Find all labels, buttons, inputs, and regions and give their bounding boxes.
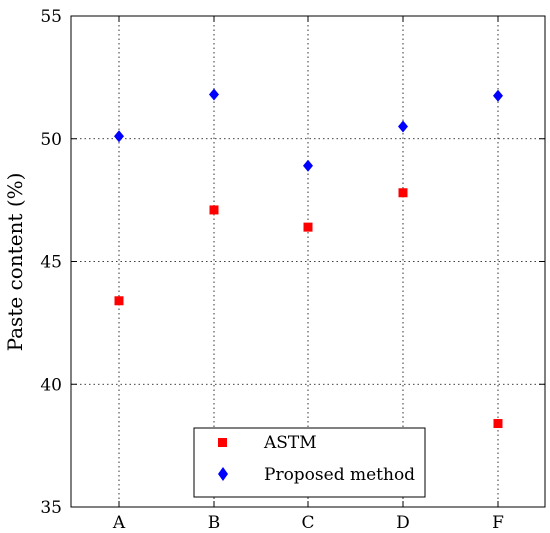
- data-point-proposed-method: [209, 88, 219, 101]
- data-point-proposed-method: [493, 89, 503, 102]
- data-points: [114, 88, 503, 429]
- data-point-proposed-method: [398, 120, 408, 133]
- data-point-astm: [209, 205, 219, 215]
- y-tick-label: 50: [40, 130, 62, 150]
- data-point-astm: [114, 296, 124, 306]
- data-point-astm: [493, 419, 503, 429]
- legend-marker-astm: [218, 438, 227, 447]
- y-tick-label: 40: [40, 375, 62, 395]
- y-tick-labels: 35 40 45 50 55: [40, 7, 62, 518]
- x-tick-label: D: [396, 513, 410, 533]
- plot-area-frame: [70, 15, 546, 508]
- legend: ASTM Proposed method: [193, 427, 426, 498]
- y-axis-label: Paste content (%): [3, 173, 27, 352]
- data-point-proposed-method: [303, 159, 313, 172]
- legend-label-proposed-method: Proposed method: [264, 465, 415, 485]
- y-tick-label: 35: [40, 498, 62, 518]
- data-point-proposed-method: [114, 130, 124, 143]
- legend-box: [193, 427, 426, 498]
- legend-label-astm: ASTM: [263, 433, 317, 453]
- y-tick-label: 45: [40, 253, 62, 273]
- x-tick-label: A: [112, 513, 126, 533]
- y-tick-label: 55: [40, 7, 62, 27]
- x-tick-label: B: [208, 513, 221, 533]
- data-point-astm: [398, 188, 408, 198]
- legend-marker-proposed-method: [218, 467, 228, 481]
- x-tick-label: C: [301, 513, 314, 533]
- data-point-astm: [303, 222, 313, 232]
- x-tick-label: F: [492, 513, 504, 533]
